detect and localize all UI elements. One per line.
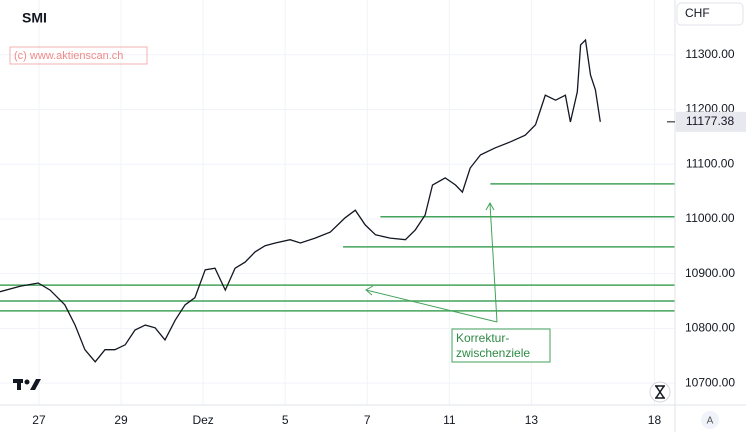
x-tick-label: 27 bbox=[32, 413, 46, 427]
replay-icon[interactable] bbox=[649, 381, 671, 403]
scale-label[interactable]: A bbox=[707, 416, 714, 427]
currency[interactable]: CHF bbox=[685, 6, 710, 20]
currency-button[interactable] bbox=[676, 2, 744, 26]
plot bbox=[0, 38, 675, 363]
x-tick-label: 13 bbox=[525, 413, 539, 427]
y-tick-label: 11000.00 bbox=[685, 211, 734, 225]
annotation-arrows bbox=[365, 201, 498, 323]
annotation: zwischenziele bbox=[456, 346, 530, 360]
price-line bbox=[0, 38, 601, 363]
y-tick-label: 10700.00 bbox=[685, 375, 735, 389]
x-tick-label: 11 bbox=[443, 413, 456, 427]
price-label-bg bbox=[676, 111, 746, 132]
x-tick-label: Dez bbox=[192, 413, 213, 427]
y-tick-label: 11100.00 bbox=[686, 156, 735, 170]
x-tick-label: 18 bbox=[648, 413, 662, 427]
y-tick-label: 10800.00 bbox=[685, 321, 735, 335]
scale-button[interactable] bbox=[701, 411, 719, 429]
x-tick-label: 29 bbox=[114, 413, 128, 427]
grid bbox=[0, 0, 675, 405]
annotation-box bbox=[451, 328, 551, 363]
annotation: Korrektur- bbox=[456, 331, 509, 345]
watermark: (c) www.aktienscan.ch bbox=[14, 50, 123, 62]
chart-title: SMI bbox=[22, 10, 47, 26]
x-tick-label: 5 bbox=[282, 413, 289, 427]
logo bbox=[13, 379, 41, 390]
price-label: 11177.38 bbox=[686, 114, 735, 128]
y-tick-label: 10900.00 bbox=[685, 266, 735, 280]
x-tick-label: 7 bbox=[364, 413, 371, 427]
y-tick-label: 11300.00 bbox=[685, 47, 734, 61]
watermark-box bbox=[9, 46, 148, 65]
